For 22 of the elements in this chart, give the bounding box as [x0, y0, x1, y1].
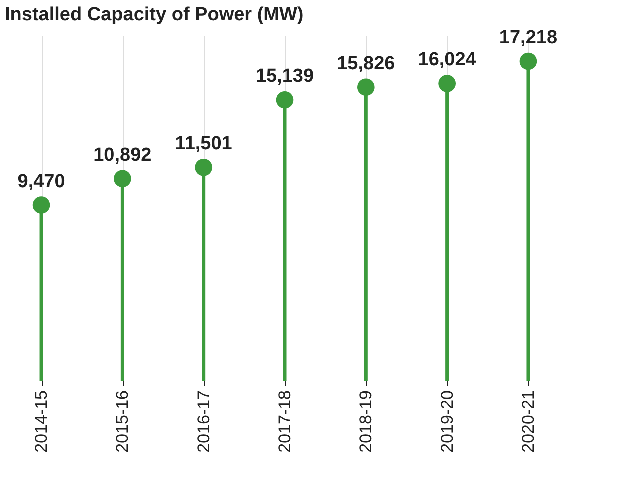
x-tick-label: 2019-20 — [438, 390, 457, 453]
x-tick-label: 2017-18 — [276, 390, 294, 453]
data-label: 17,218 — [499, 28, 558, 49]
x-tick-label: 2018-19 — [356, 390, 376, 453]
point — [32, 196, 50, 214]
data-label: 15,826 — [337, 53, 396, 74]
chart-title: Installed Capacity of Power (MW) — [5, 4, 304, 26]
point — [358, 78, 375, 96]
data-label: 9,470 — [18, 171, 66, 192]
data-label: 10,892 — [94, 144, 152, 166]
point — [114, 170, 132, 188]
data-label: 15,139 — [256, 66, 314, 88]
x-tick-label: 2015-16 — [113, 390, 132, 453]
data-label: 16,024 — [418, 50, 477, 71]
point — [195, 158, 212, 176]
data-label: 11,501 — [175, 134, 233, 155]
x-tick-label: 2020-21 — [518, 390, 538, 453]
x-tick-label: 2014-15 — [32, 390, 52, 453]
point — [438, 75, 456, 92]
x-tick-label: 2016-17 — [194, 390, 214, 453]
point — [520, 52, 538, 70]
point — [276, 91, 294, 109]
